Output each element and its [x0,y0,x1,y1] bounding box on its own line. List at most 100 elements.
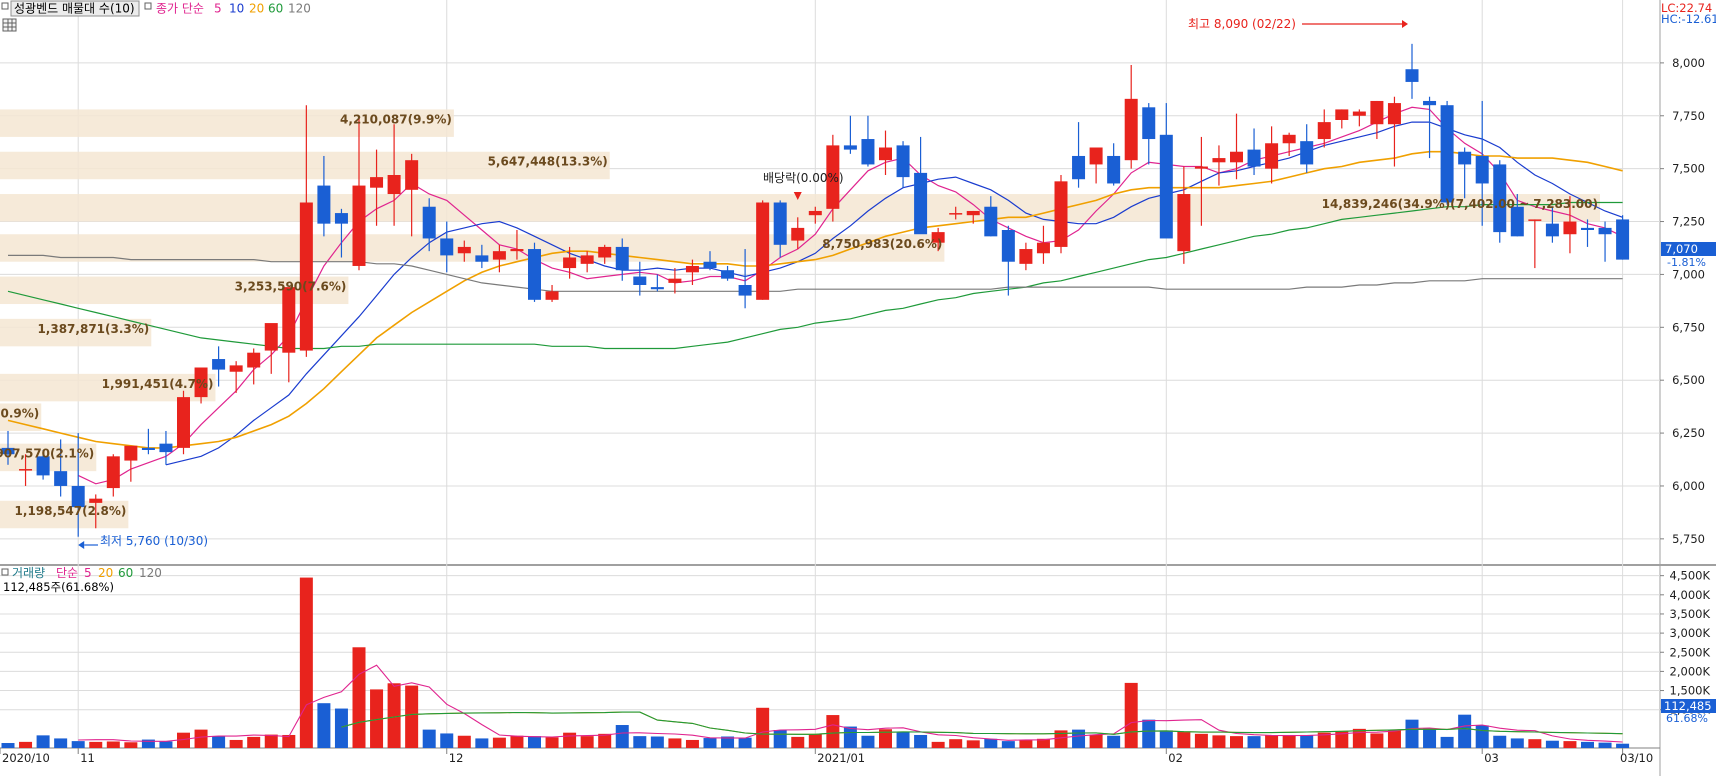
date-tick-label: 02 [1168,751,1183,765]
volume-bar [563,732,577,748]
volume-bar [633,736,647,748]
candle-body [1317,122,1331,140]
candle-body [914,172,928,235]
volume-bar [668,738,682,748]
candle-body [1458,151,1472,165]
candle-body [1142,107,1156,140]
volume-bar [931,741,945,748]
volume-profile-bar [0,194,1600,222]
volume-bar [1107,735,1121,748]
candle-body [1265,143,1279,169]
price-tick-label: 7,750 [1672,109,1705,123]
volume-bar [738,737,752,748]
volume-bar [1458,714,1472,748]
volume-y-axis: 4,500K 4,000K 3,500K 3,000K 2,500K 2,000K 1,50… [1660,569,1710,717]
candle-body [826,145,840,209]
volume-bar [1423,728,1437,748]
table-icon[interactable] [2,18,17,32]
volume-label: 거래량 [12,566,45,580]
candle-body [1370,100,1384,125]
candle-body [475,255,489,262]
volume-ma-line-5 [78,664,1623,743]
indicator-label: 성광벤드 매물대 수(10) [14,2,135,16]
header-checkbox[interactable] [1,2,9,10]
candle-body [1282,134,1296,144]
volume-bar [264,734,278,748]
volume-header: 거래량 단순 5 20 60 120 112,485주(61.68%) [1,566,162,594]
volume-bar [808,734,822,748]
volume-bar [457,735,471,748]
volume-bar [1510,738,1524,748]
candle-body [896,145,910,178]
candle-body [1598,227,1612,235]
volume-ma-period-5: 5 [84,566,92,580]
ma-checkbox[interactable] [144,2,152,10]
volume-bars [1,577,1630,748]
candle-body [1194,166,1208,169]
volume-bar [36,735,50,748]
indicator-label-box[interactable] [10,0,140,17]
low-arrow-icon [78,541,85,549]
volume-bar [580,736,594,748]
volume-profile-bar [0,373,216,402]
candles [1,43,1630,537]
volume-bar [984,738,998,748]
volume-bar [949,739,963,748]
high-arrow-icon [1402,20,1408,28]
volume-bar [1054,730,1068,748]
volume-bar [475,738,489,748]
dividend-annotation: 배당락(0.00%) [763,171,844,185]
candle-body [773,202,787,245]
volume-bar [1001,741,1015,748]
current-volume-tag: 112,485 61.68% [1661,699,1716,725]
volume-bar [1563,741,1577,748]
candle-body [212,359,226,370]
volume-bar [1124,682,1138,748]
price-tick-label: 7,500 [1672,162,1705,176]
volume-bar [282,734,296,748]
volume-bar [1142,719,1156,748]
volume-bar [896,732,910,748]
volume-bar [1581,741,1594,748]
volume-ma-period-60: 60 [118,566,133,580]
price-header: 성광벤드 매물대 수(10) 종가 단순 5 10 20 60 120 LC:2… [1,0,1716,32]
candle-body [721,270,735,279]
price-tick-label: 5,750 [1672,532,1705,546]
volume-profile-label: 5,647,448(13.3%) [488,155,608,169]
volume-bar [1089,734,1103,748]
volume-profile-bar [0,109,454,137]
volume-bar [299,577,313,748]
date-tick-label: 03/10 [1620,751,1653,765]
volume-bar [194,729,208,748]
volume-profile-label: 1,991,451(4.7%) [102,377,214,391]
price-tick-label: 6,000 [1672,479,1705,493]
candle-body [791,227,805,241]
volume-bar [492,737,506,748]
candle-body [492,251,506,260]
volume-moving-averages [78,664,1623,743]
candle-body [387,175,401,195]
volume-bar [510,735,524,748]
candle-body [1001,230,1015,262]
candle-body [422,206,436,239]
volume-bar [545,737,559,748]
candle-body [563,257,577,269]
candle-body [229,365,243,372]
low-label: 최저 5,760 (10/30) [100,534,208,548]
volume-bar [89,741,103,748]
volume-checkbox[interactable] [1,568,9,576]
ma-line-20 [7,150,1623,449]
candle-body [1124,98,1138,161]
candle-body [580,255,594,264]
candle-body [650,287,664,290]
candle-body [545,291,559,300]
candle-body [440,238,454,256]
volume-profile-labels: 1,198,547(2.8%) 907,570(2.1%) 385,490(0.9%… [0,112,1598,517]
dividend-arrow-icon [793,192,802,200]
ma-line-10 [165,121,1623,466]
candle-body [159,443,173,453]
candle-body [1,447,15,455]
hc-label: HC:-12.61 [1661,12,1716,26]
volume-tick-label: 2,000K [1670,664,1711,678]
volume-bar [1493,735,1507,748]
